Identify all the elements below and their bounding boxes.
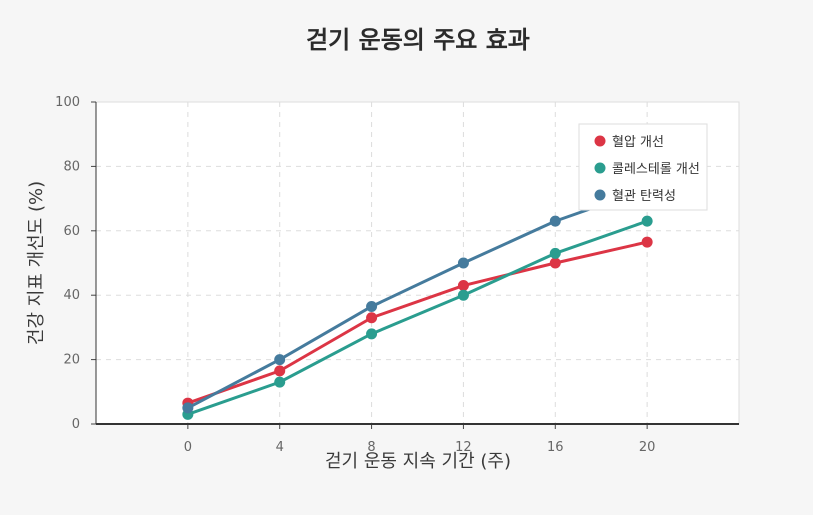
series-line xyxy=(187,219,648,416)
data-point xyxy=(641,215,653,227)
data-point xyxy=(274,365,286,377)
data-point xyxy=(274,354,286,366)
legend-marker xyxy=(594,162,606,174)
x-tick-label: 0 xyxy=(184,440,192,455)
x-tick-labels: 0 4 8 12 16 20 xyxy=(184,440,656,455)
legend-marker xyxy=(594,135,606,147)
y-tick-label: 80 xyxy=(63,159,80,174)
data-point xyxy=(641,236,653,248)
legend-label: 혈관 탄력성 xyxy=(612,189,676,204)
legend-item: 혈관 탄력성 xyxy=(594,189,676,204)
legend-item: 콜레스테롤 개선 xyxy=(594,162,700,177)
series-line xyxy=(187,187,648,410)
x-tick-label: 8 xyxy=(367,440,375,455)
x-tick-label: 16 xyxy=(547,440,564,455)
data-point xyxy=(366,300,378,312)
x-tick-label: 4 xyxy=(276,440,284,455)
data-point xyxy=(457,257,469,269)
series-2 xyxy=(182,183,653,414)
data-point xyxy=(549,247,561,259)
y-tick-label: 60 xyxy=(63,224,80,239)
legend-marker xyxy=(594,189,606,201)
legend-label: 혈압 개선 xyxy=(612,135,664,150)
series-line xyxy=(187,240,648,405)
legend-item: 혈압 개선 xyxy=(594,135,664,150)
data-point xyxy=(457,280,469,292)
data-point xyxy=(182,402,194,414)
y-tick-label: 0 xyxy=(72,417,80,432)
x-tick-label: 12 xyxy=(455,440,472,455)
legend-label: 콜레스테롤 개선 xyxy=(612,162,700,177)
y-tick-label: 100 xyxy=(55,95,80,110)
data-point xyxy=(457,289,469,301)
y-tick-label: 40 xyxy=(63,288,80,303)
data-point xyxy=(549,257,561,269)
x-axis-label: 걷기 운동 지속 기간 (주) xyxy=(325,451,511,472)
y-tick-labels: 0 20 40 60 80 100 xyxy=(55,95,80,432)
y-axis-label: 건강 지표 개선도 (%) xyxy=(26,181,47,345)
chart-title: 걷기 운동의 주요 효과 xyxy=(306,26,530,54)
y-tick-label: 20 xyxy=(63,353,80,368)
data-point xyxy=(549,215,561,227)
axes xyxy=(91,101,739,429)
data-point xyxy=(366,328,378,340)
x-tick-label: 20 xyxy=(639,440,656,455)
data-point xyxy=(274,376,286,388)
series-1 xyxy=(182,215,653,420)
data-point xyxy=(366,312,378,324)
series-lines xyxy=(182,183,653,420)
